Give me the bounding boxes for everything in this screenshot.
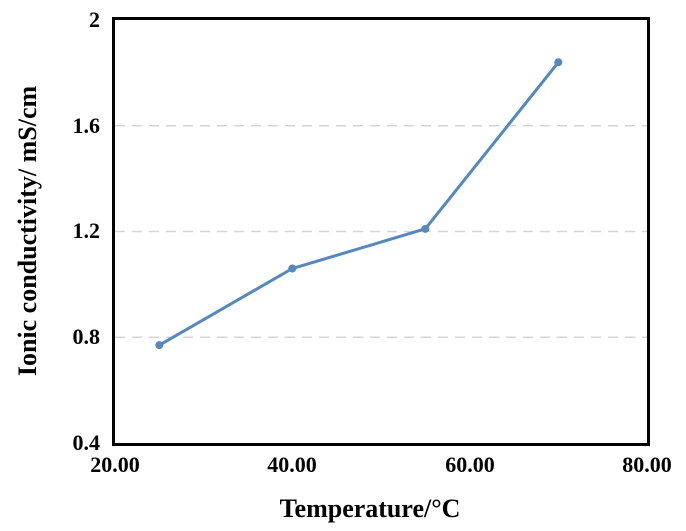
y-tick-label: 0.8 [72,324,101,349]
data-line [157,60,560,347]
x-tick-label: 20.00 [90,452,140,477]
plot-svg [115,58,647,350]
x-tick-label: 60.00 [445,452,495,477]
data-point-marker [155,341,164,350]
y-tick-label: 0.4 [72,430,101,455]
plot-area [112,17,650,446]
y-tick-label: 1.6 [72,113,101,138]
data-point-marker [288,264,297,273]
data-point-marker [421,224,430,233]
x-tick-label: 80.00 [622,452,672,477]
x-tick-label: 40.00 [267,452,317,477]
x-axis-title: Temperature/°C [279,494,461,523]
data-point-marker [554,58,563,67]
y-tick-label: 1.2 [72,218,101,243]
y-tick-label: 2 [89,7,100,32]
